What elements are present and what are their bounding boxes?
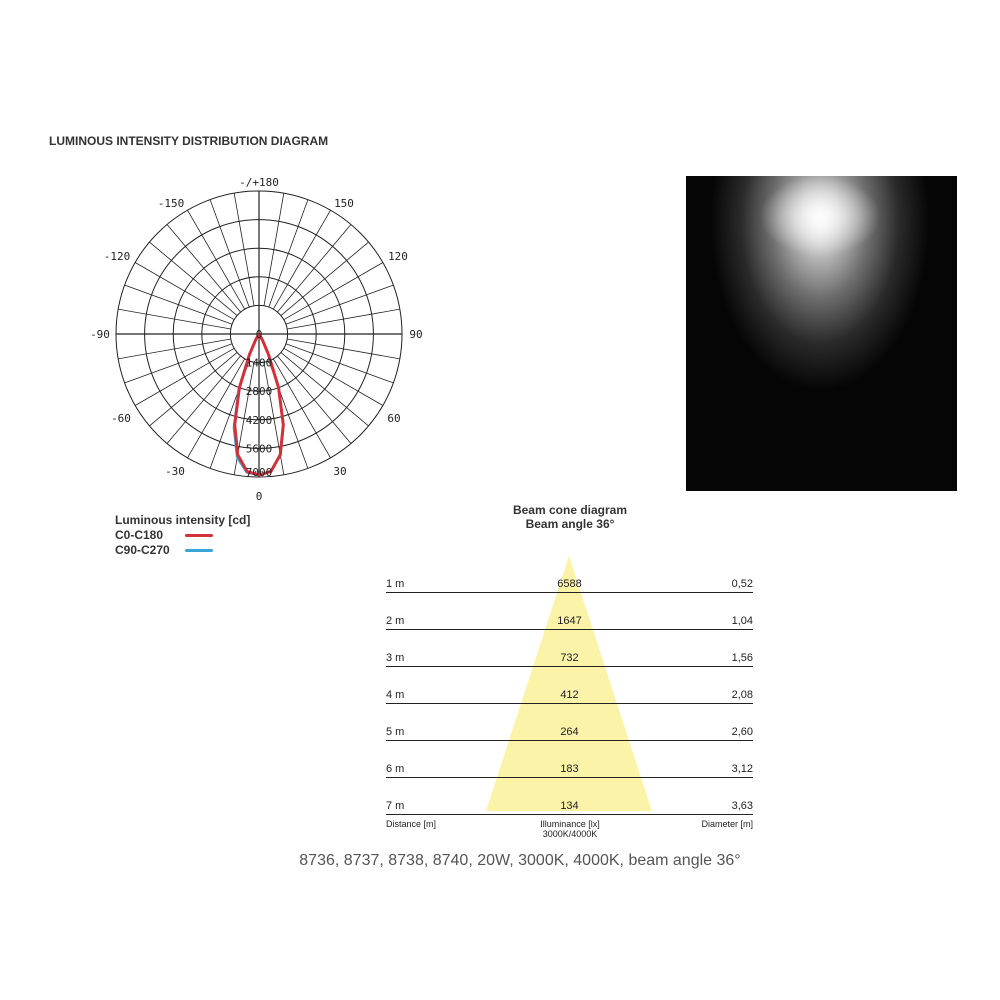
col-lux: Illuminance [lx] 3000K/4000K: [540, 819, 600, 839]
table-row: 3 m 732 1,56: [386, 651, 753, 667]
grid-spoke: [287, 338, 400, 360]
distance: 4 m: [386, 689, 405, 701]
illuminance: 412: [560, 689, 579, 701]
grid-spoke: [149, 352, 238, 427]
illuminance: 264: [560, 726, 579, 738]
radial-ticks: 0 1400 2800 4200 5600 7000: [246, 328, 273, 479]
cone-title: Beam cone diagram Beam angle 36°: [512, 503, 628, 531]
grid-spoke: [283, 347, 384, 406]
diameter: 3,63: [731, 800, 753, 812]
col-diameter: Diameter [m]: [701, 819, 753, 829]
radial-tick-label: 0: [256, 328, 263, 341]
illuminance: 732: [560, 652, 579, 664]
beam-light-photo: [686, 176, 957, 491]
illuminance: 134: [560, 800, 579, 812]
legend-item-c90: C90-C270: [115, 543, 250, 558]
radial-tick-label: 2800: [246, 385, 273, 398]
distance: 1 m: [386, 578, 405, 590]
angle-label-p150: 150: [334, 197, 354, 210]
diagram-title: LUMINOUS INTENSITY DISTRIBUTION DIAGRAM: [49, 134, 329, 148]
angle-label-m30: -30: [165, 465, 185, 478]
legend-swatch: [185, 549, 213, 552]
grid-spoke: [124, 284, 233, 325]
grid-spoke: [209, 199, 250, 308]
distance: 6 m: [386, 763, 405, 775]
angle-label-p120: 120: [388, 250, 408, 263]
radial-tick-label: 7000: [246, 466, 273, 479]
polar-curves: [232, 332, 285, 477]
table-row: 5 m 264 2,60: [386, 725, 753, 741]
legend: Luminous intensity [cd] C0-C180 C90-C270: [115, 512, 250, 558]
series-c0-c180: [233, 332, 285, 477]
grid-spoke: [134, 347, 235, 406]
angle-label-m120: -120: [104, 250, 131, 263]
grid-spoke: [277, 355, 352, 444]
grid-spoke: [166, 224, 241, 313]
angle-label-180: -/+180: [239, 176, 279, 189]
table-row: 2 m 1647 1,04: [386, 614, 753, 630]
table-row: 4 m 412 2,08: [386, 688, 753, 704]
angle-label-m90: -90: [90, 328, 110, 341]
grid-spoke: [118, 338, 231, 360]
grid-spoke: [280, 241, 369, 316]
table-row: 7 m 134 3,63: [386, 799, 753, 815]
diameter: 1,56: [731, 652, 753, 664]
grid-spoke: [233, 193, 255, 306]
radial-tick-label: 4200: [246, 414, 273, 427]
illuminance: 6588: [557, 578, 582, 590]
grid-spoke: [272, 209, 331, 310]
angle-label-p90: 90: [409, 328, 422, 341]
grid-spoke: [187, 209, 246, 310]
cone-shape: [486, 556, 652, 811]
diameter: 1,04: [731, 615, 753, 627]
polar-grid: [115, 190, 403, 478]
diameter: 3,12: [731, 763, 753, 775]
grid-spoke: [285, 284, 394, 325]
angle-label-p30: 30: [333, 465, 346, 478]
table-row: 6 m 183 3,12: [386, 762, 753, 778]
diameter: 0,52: [731, 578, 753, 590]
distance: 7 m: [386, 800, 405, 812]
grid-spoke: [124, 343, 233, 384]
illuminance: 183: [560, 763, 579, 775]
grid-spoke: [149, 241, 238, 316]
legend-swatch: [185, 534, 213, 537]
distance: 3 m: [386, 652, 405, 664]
angle-label-0: 0: [256, 490, 263, 503]
angle-label-m150: -150: [158, 197, 185, 210]
distance: 2 m: [386, 615, 405, 627]
grid-spoke: [187, 358, 246, 459]
grid-spoke: [272, 358, 331, 459]
illuminance: 1647: [557, 615, 582, 627]
legend-title: Luminous intensity [cd]: [115, 513, 251, 527]
diameter: 2,60: [731, 726, 753, 738]
product-caption: 8736, 8737, 8738, 8740, 20W, 3000K, 4000…: [299, 852, 741, 869]
grid-spoke: [283, 262, 384, 321]
grid-spoke: [134, 262, 235, 321]
radial-tick-label: 1400: [246, 357, 273, 370]
grid-spoke: [287, 308, 400, 330]
polar-chart: -/+180 -150 150 -120 120 -90 90 -60 60 -…: [90, 176, 423, 503]
angle-label-p60: 60: [387, 412, 400, 425]
grid-spoke: [166, 355, 241, 444]
grid-spoke: [118, 308, 231, 330]
diameter: 2,08: [731, 689, 753, 701]
grid-spoke: [280, 352, 369, 427]
grid-spoke: [277, 224, 352, 313]
col-distance: Distance [m]: [386, 819, 437, 829]
grid-spoke: [268, 199, 309, 308]
legend-item-c0: C0-C180: [115, 528, 250, 543]
angle-label-m60: -60: [111, 412, 131, 425]
grid-spoke: [263, 193, 285, 306]
distance: 5 m: [386, 726, 405, 738]
grid-spoke: [285, 343, 394, 384]
table-row: 1 m 6588 0,52: [386, 577, 753, 593]
radial-tick-label: 5600: [246, 442, 273, 455]
